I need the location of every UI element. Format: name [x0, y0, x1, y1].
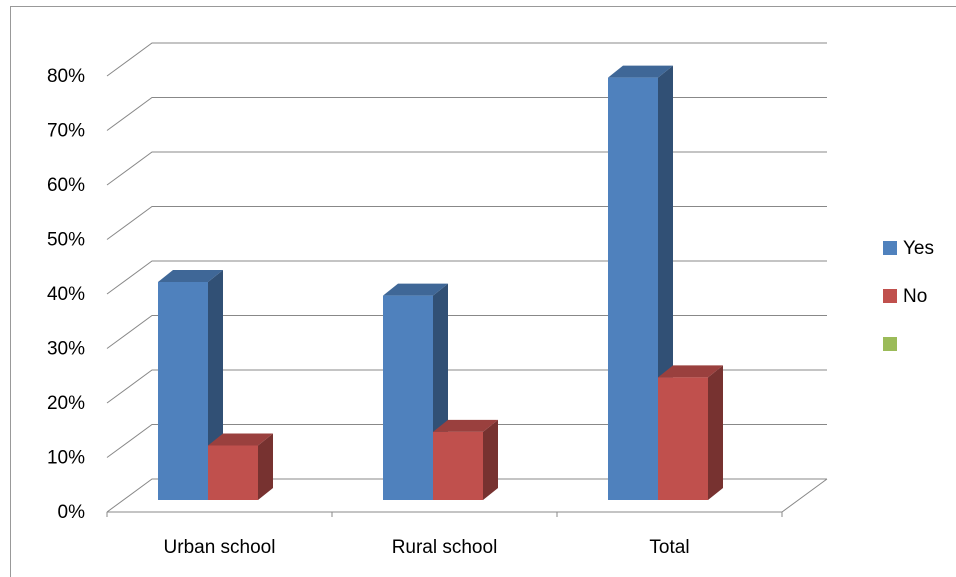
x-tick-label: Urban school: [164, 537, 276, 558]
bar-top: [608, 65, 673, 78]
bar-top: [658, 365, 723, 378]
bar: [383, 295, 433, 500]
grid-line: [106, 260, 827, 295]
bar: [608, 77, 658, 500]
grid-line: [106, 478, 827, 513]
y-tick-label: 0%: [58, 502, 86, 523]
grid-line: [106, 206, 827, 240]
bar-side: [258, 433, 273, 500]
bar-side: [708, 365, 723, 500]
chart-frame: [10, 6, 956, 577]
legend-swatch: [883, 241, 897, 255]
grid-line: [106, 369, 827, 404]
y-tick-label: 10%: [47, 448, 85, 469]
grid-line: [106, 315, 827, 349]
legend-swatch: [883, 289, 897, 303]
y-tick-label: 40%: [47, 284, 85, 305]
grid-line: [106, 42, 827, 77]
bar: [208, 445, 258, 500]
grid-line: [106, 424, 827, 458]
grid-line: [106, 97, 827, 131]
x-tick-label: Total: [649, 537, 689, 558]
y-tick-label: 60%: [47, 175, 85, 196]
legend-label: No: [903, 286, 927, 307]
y-tick-label: 20%: [47, 393, 85, 414]
bar-top: [208, 433, 273, 446]
grid-line: [106, 151, 827, 186]
y-tick-label: 70%: [47, 121, 85, 142]
y-tick-label: 30%: [47, 339, 85, 360]
y-tick-label: 80%: [47, 66, 85, 87]
bar: [158, 282, 208, 500]
bar-top: [383, 283, 448, 296]
bar-top: [158, 270, 223, 282]
bar-side: [483, 419, 498, 500]
legend-swatch: [883, 337, 897, 351]
legend-label: Yes: [903, 238, 934, 259]
bar-top: [433, 419, 498, 432]
bar: [433, 431, 483, 500]
y-tick-label: 50%: [47, 230, 85, 251]
bar: [658, 377, 708, 500]
x-tick-label: Rural school: [392, 537, 498, 558]
